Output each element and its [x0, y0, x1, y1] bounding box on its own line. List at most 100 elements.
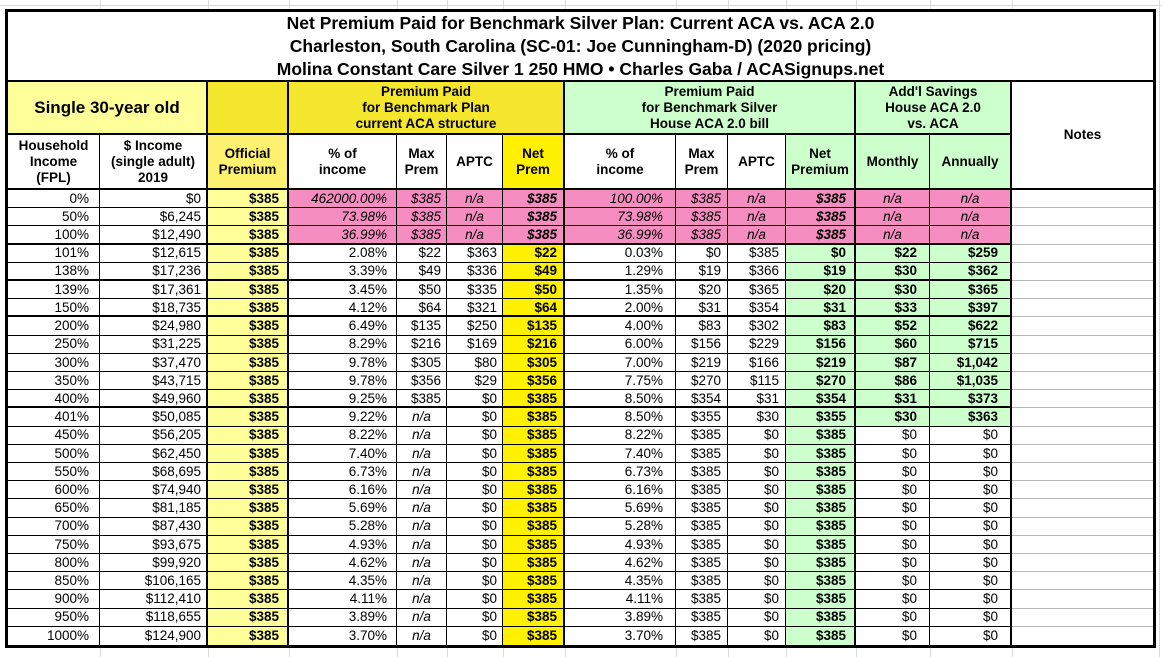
cell-aca2-net-premium[interactable]: $385: [786, 535, 856, 554]
cell-aca-net-prem[interactable]: $385: [503, 208, 565, 227]
cell-savings-annually[interactable]: $0: [930, 444, 1012, 463]
cell-aca2-net-premium[interactable]: $385: [786, 517, 856, 536]
cell-notes[interactable]: [1012, 536, 1153, 554]
cell-fpl[interactable]: 600%: [8, 481, 100, 500]
cell-official-premium[interactable]: $385: [208, 317, 289, 336]
cell-official-premium[interactable]: $385: [208, 353, 289, 372]
cell-aca2-net-premium[interactable]: $385: [786, 444, 856, 463]
cell-aca-net-prem[interactable]: $385: [503, 517, 565, 536]
cell-aca-max-prem[interactable]: n/a: [397, 499, 447, 518]
cell-aca-pct-of-income[interactable]: 4.93%: [289, 535, 397, 554]
column-header-official-premium[interactable]: Official Premium: [208, 135, 289, 190]
cell-income[interactable]: $43,715: [100, 372, 208, 391]
cell-official-premium[interactable]: $385: [208, 626, 289, 645]
cell-aca-net-prem[interactable]: $135: [503, 317, 565, 336]
cell-income[interactable]: $18,735: [100, 299, 208, 318]
cell-aca-aptc[interactable]: n/a: [447, 226, 503, 245]
cell-aca2-net-premium[interactable]: $385: [786, 190, 856, 209]
cell-income[interactable]: $0: [100, 190, 208, 209]
cell-notes[interactable]: [1012, 245, 1153, 263]
cell-aca-pct-of-income[interactable]: 8.29%: [289, 335, 397, 354]
cell-income[interactable]: $24,980: [100, 317, 208, 336]
cell-savings-monthly[interactable]: $0: [856, 444, 930, 463]
cell-fpl[interactable]: 800%: [8, 554, 100, 573]
cell-aca2-max-prem[interactable]: $19: [676, 262, 728, 281]
cell-aca2-pct-of-income[interactable]: 8.50%: [565, 390, 676, 409]
cell-savings-annually[interactable]: n/a: [930, 208, 1012, 227]
cell-savings-annually[interactable]: $1,042: [930, 353, 1012, 372]
cell-fpl[interactable]: 138%: [8, 262, 100, 281]
cell-aca-net-prem[interactable]: $385: [503, 426, 565, 445]
cell-income[interactable]: $106,165: [100, 572, 208, 591]
cell-aca-pct-of-income[interactable]: 4.62%: [289, 554, 397, 573]
cell-savings-monthly[interactable]: $0: [856, 626, 930, 645]
column-header-savings-annually[interactable]: Annually: [930, 135, 1012, 190]
cell-savings-annually[interactable]: $0: [930, 426, 1012, 445]
cell-aca2-net-premium[interactable]: $31: [786, 299, 856, 318]
cell-savings-annually[interactable]: $373: [930, 390, 1012, 409]
cell-aca2-net-premium[interactable]: $156: [786, 335, 856, 354]
cell-savings-annually[interactable]: $0: [930, 463, 1012, 482]
cell-savings-monthly[interactable]: n/a: [856, 190, 930, 209]
cell-savings-annually[interactable]: n/a: [930, 190, 1012, 209]
cell-aca-pct-of-income[interactable]: 462000.00%: [289, 190, 397, 209]
cell-aca2-aptc[interactable]: $302: [728, 317, 786, 336]
cell-aca2-aptc[interactable]: $0: [728, 426, 786, 445]
cell-aca2-net-premium[interactable]: $385: [786, 463, 856, 482]
cell-savings-annually[interactable]: $365: [930, 281, 1012, 300]
cell-aca-max-prem[interactable]: $50: [397, 281, 447, 300]
column-header-aca-aptc[interactable]: APTC: [447, 135, 503, 190]
cell-aca-max-prem[interactable]: $135: [397, 317, 447, 336]
cell-aca-aptc[interactable]: $0: [447, 517, 503, 536]
cell-aca2-max-prem[interactable]: $385: [676, 626, 728, 645]
cell-aca-aptc[interactable]: $321: [447, 299, 503, 318]
cell-aca2-pct-of-income[interactable]: 100.00%: [565, 190, 676, 209]
cell-fpl[interactable]: 450%: [8, 426, 100, 445]
cell-aca-net-prem[interactable]: $385: [503, 408, 565, 427]
cell-aca-aptc[interactable]: $336: [447, 262, 503, 281]
cell-aca-max-prem[interactable]: $385: [397, 226, 447, 245]
cell-aca-aptc[interactable]: $0: [447, 608, 503, 627]
table-title[interactable]: Net Premium Paid for Benchmark Silver Pl…: [8, 12, 1153, 82]
column-header-aca-pct-of-income[interactable]: % of income: [289, 135, 397, 190]
cell-income[interactable]: $49,960: [100, 390, 208, 409]
cell-aca2-net-premium[interactable]: $19: [786, 262, 856, 281]
cell-aca2-max-prem[interactable]: $385: [676, 517, 728, 536]
cell-aca2-aptc[interactable]: $0: [728, 481, 786, 500]
cell-aca-pct-of-income[interactable]: 9.22%: [289, 408, 397, 427]
cell-official-premium[interactable]: $385: [208, 208, 289, 227]
cell-aca-max-prem[interactable]: $385: [397, 208, 447, 227]
cell-aca-aptc[interactable]: $363: [447, 244, 503, 263]
cell-aca2-max-prem[interactable]: $31: [676, 299, 728, 318]
cell-aca-net-prem[interactable]: $305: [503, 353, 565, 372]
cell-aca2-pct-of-income[interactable]: 8.50%: [565, 408, 676, 427]
cell-official-premium[interactable]: $385: [208, 408, 289, 427]
cell-aca2-net-premium[interactable]: $385: [786, 226, 856, 245]
cell-income[interactable]: $37,470: [100, 353, 208, 372]
cell-aca-max-prem[interactable]: n/a: [397, 463, 447, 482]
cell-fpl[interactable]: 700%: [8, 517, 100, 536]
cell-fpl[interactable]: 0%: [8, 190, 100, 209]
cell-aca-aptc[interactable]: $29: [447, 372, 503, 391]
cell-savings-monthly[interactable]: $33: [856, 299, 930, 318]
cell-income[interactable]: $99,920: [100, 554, 208, 573]
cell-fpl[interactable]: 900%: [8, 590, 100, 609]
cell-aca-max-prem[interactable]: n/a: [397, 481, 447, 500]
cell-aca-pct-of-income[interactable]: 4.35%: [289, 572, 397, 591]
cell-notes[interactable]: [1012, 354, 1153, 372]
cell-aca-net-prem[interactable]: $385: [503, 444, 565, 463]
cell-aca-aptc[interactable]: $250: [447, 317, 503, 336]
cell-aca-max-prem[interactable]: n/a: [397, 535, 447, 554]
cell-notes[interactable]: [1012, 481, 1153, 500]
column-header-income[interactable]: $ Income (single adult) 2019: [100, 135, 208, 190]
cell-aca2-aptc[interactable]: $166: [728, 353, 786, 372]
cell-savings-monthly[interactable]: $0: [856, 554, 930, 573]
cell-aca-max-prem[interactable]: $385: [397, 390, 447, 409]
cell-savings-monthly[interactable]: $30: [856, 408, 930, 427]
cell-savings-annually[interactable]: $0: [930, 535, 1012, 554]
cell-aca2-max-prem[interactable]: $385: [676, 535, 728, 554]
cell-aca-aptc[interactable]: $0: [447, 554, 503, 573]
cell-official-premium[interactable]: $385: [208, 608, 289, 627]
cell-aca2-net-premium[interactable]: $385: [786, 572, 856, 591]
cell-aca-aptc[interactable]: $0: [447, 499, 503, 518]
